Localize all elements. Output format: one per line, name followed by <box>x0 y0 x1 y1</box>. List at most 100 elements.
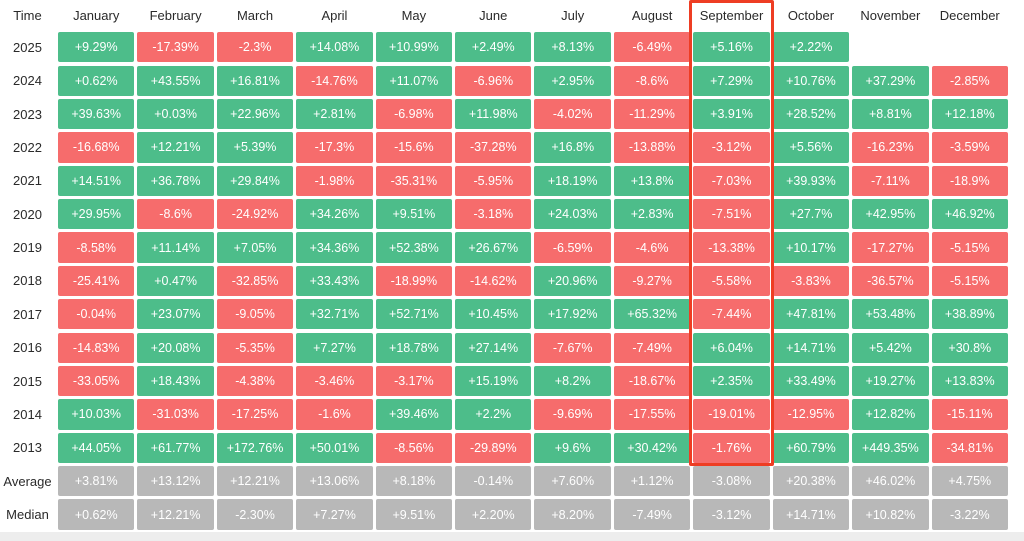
heatmap-cell: +34.36% <box>296 232 373 263</box>
column-header-december[interactable]: December <box>939 8 1000 23</box>
heatmap-cell: +10.17% <box>772 232 850 263</box>
heatmap-cell: -3.12% <box>693 132 770 163</box>
column-header-september[interactable]: September <box>699 8 764 23</box>
column-header-may[interactable]: May <box>401 8 427 23</box>
heatmap-cell: +449.35% <box>852 432 929 463</box>
column-header-july[interactable]: July <box>561 8 585 23</box>
heatmap-cell: +10.03% <box>58 399 135 430</box>
heatmap-cell: +8.13% <box>534 32 611 63</box>
heatmap-cell: -19.01% <box>693 399 770 430</box>
row-label-2013: 2013 <box>13 440 42 456</box>
heatmap-cell: -9.27% <box>613 265 691 296</box>
summary-cell: -7.49% <box>613 499 691 530</box>
heatmap-cell: +2.22% <box>772 32 850 63</box>
heatmap-cell: +23.07% <box>137 299 214 330</box>
heatmap-cell: -6.96% <box>455 65 532 96</box>
summary-cell: +7.27% <box>296 499 373 530</box>
heatmap-cell: -4.02% <box>534 98 611 130</box>
heatmap-cell: +7.29% <box>693 65 770 96</box>
row-label-2025: 2025 <box>13 39 42 55</box>
heatmap-cell: +0.62% <box>58 65 135 96</box>
heatmap-cell: +2.83% <box>613 199 691 230</box>
heatmap-cell: +7.27% <box>296 332 373 363</box>
heatmap-cell: +2.81% <box>296 98 373 130</box>
heatmap-cell: +43.55% <box>137 65 214 96</box>
heatmap-cell: +2.95% <box>534 65 611 96</box>
summary-cell: +13.06% <box>296 466 373 497</box>
heatmap-cell: +28.52% <box>772 98 850 130</box>
heatmap-cell: +12.82% <box>852 399 929 430</box>
heatmap-cell: +3.91% <box>693 98 770 130</box>
heatmap-cell: +44.05% <box>58 432 135 463</box>
column-header-march[interactable]: March <box>236 8 274 23</box>
heatmap-cell: +6.04% <box>693 332 770 363</box>
heatmap-cell: +8.2% <box>534 365 611 397</box>
heatmap-cell: +14.51% <box>58 165 135 196</box>
heatmap-cell: -2.3% <box>216 32 294 63</box>
heatmap-cell: -33.05% <box>58 365 135 397</box>
heatmap-cell: +10.45% <box>455 299 532 330</box>
heatmap-cell: +39.93% <box>772 165 850 196</box>
summary-cell: -3.08% <box>693 466 770 497</box>
summary-cell: +2.20% <box>455 499 532 530</box>
heatmap-cell: +36.78% <box>137 165 214 196</box>
summary-cell: -3.12% <box>693 499 770 530</box>
column-header-april[interactable]: April <box>321 8 348 23</box>
heatmap-cell: +42.95% <box>852 199 929 230</box>
heatmap-cell: +11.14% <box>137 232 214 263</box>
column-header-january[interactable]: January <box>73 8 120 23</box>
heatmap-cell: +20.96% <box>534 265 611 296</box>
heatmap-cell: +20.08% <box>137 332 214 363</box>
heatmap-cell: -8.6% <box>137 199 214 230</box>
column-header-june[interactable]: June <box>479 8 508 23</box>
heatmap-cell: +30.42% <box>613 432 691 463</box>
heatmap-cell: -2.85% <box>931 65 1008 96</box>
heatmap-cell: -25.41% <box>58 265 135 296</box>
empty-cell <box>932 32 1008 62</box>
heatmap-cell: -32.85% <box>216 265 294 296</box>
heatmap-cell: +12.18% <box>931 98 1008 130</box>
row-label-2015: 2015 <box>13 373 42 389</box>
heatmap-cell: +16.8% <box>534 132 611 163</box>
heatmap-cell: +46.92% <box>931 199 1008 230</box>
heatmap-cell: +50.01% <box>296 432 373 463</box>
heatmap-cell: +0.03% <box>137 98 214 130</box>
heatmap-cell: -7.11% <box>852 165 929 196</box>
heatmap-cell: +14.08% <box>296 32 373 63</box>
heatmap-cell: +34.26% <box>296 199 373 230</box>
heatmap-cell: +26.67% <box>455 232 532 263</box>
heatmap-cell: -31.03% <box>137 399 214 430</box>
heatmap-cell: -34.81% <box>931 432 1008 463</box>
column-header-february[interactable]: February <box>149 8 202 23</box>
heatmap-cell: +11.07% <box>375 65 453 96</box>
heatmap-cell: +60.79% <box>772 432 850 463</box>
heatmap-cell: +27.7% <box>772 199 850 230</box>
heatmap-cell: -1.6% <box>296 399 373 430</box>
heatmap-cell: -29.89% <box>455 432 532 463</box>
heatmap-cell: +2.35% <box>693 365 770 397</box>
heatmap-cell: +38.89% <box>931 299 1008 330</box>
row-label-2023: 2023 <box>13 106 42 122</box>
summary-cell: -0.14% <box>455 466 532 497</box>
heatmap-cell: -15.11% <box>931 399 1008 430</box>
column-header-august[interactable]: August <box>631 8 673 23</box>
heatmap-cell: -36.57% <box>852 265 929 296</box>
heatmap-cell: +39.46% <box>375 399 453 430</box>
heatmap-cell: -5.35% <box>216 332 294 363</box>
heatmap-cell: +52.38% <box>375 232 453 263</box>
row-label-median: Median <box>6 507 49 523</box>
heatmap-cell: -9.69% <box>534 399 611 430</box>
heatmap-cell: +16.81% <box>216 65 294 96</box>
heatmap-cell: +33.49% <box>772 365 850 397</box>
heatmap-cell: -7.51% <box>693 199 770 230</box>
heatmap-cell: -14.76% <box>296 65 373 96</box>
column-header-november[interactable]: November <box>860 8 921 23</box>
empty-cell <box>852 32 928 62</box>
heatmap-cell: -8.58% <box>58 232 135 263</box>
row-label-2020: 2020 <box>13 206 42 222</box>
column-header-october[interactable]: October <box>787 8 835 23</box>
heatmap-cell: -6.98% <box>375 98 453 130</box>
summary-cell: +14.71% <box>772 499 850 530</box>
heatmap-cell: -7.44% <box>693 299 770 330</box>
